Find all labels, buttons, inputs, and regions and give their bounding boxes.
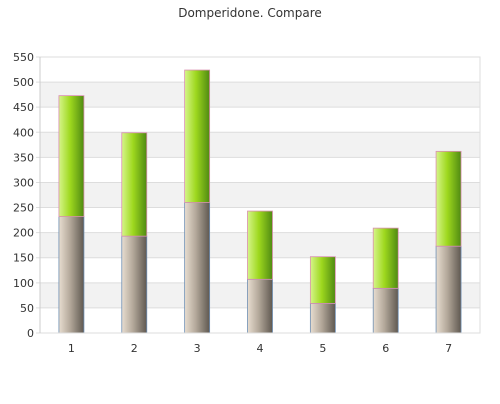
plot-band bbox=[40, 82, 480, 108]
y-axis-ticks: 0 50 100 150 200 250 300 350 400 450 500 550 bbox=[13, 51, 34, 340]
x-tick-label: 5 bbox=[319, 342, 326, 355]
bar-upper-segment bbox=[309, 256, 336, 304]
bar-lower-segment bbox=[372, 287, 399, 334]
bar-lower-segment bbox=[121, 235, 148, 334]
y-tick-label: 200 bbox=[13, 227, 34, 240]
y-tick-label: 300 bbox=[13, 176, 34, 189]
axes bbox=[39, 56, 481, 334]
plot-band bbox=[40, 182, 480, 208]
bar-lower-segment bbox=[58, 216, 85, 334]
bar-lower-segment bbox=[435, 245, 462, 334]
x-axis-ticks: 1 2 3 4 5 6 7 bbox=[68, 342, 452, 355]
x-tick-label: 6 bbox=[382, 342, 389, 355]
y-tick-label: 400 bbox=[13, 126, 34, 139]
x-tick-label: 2 bbox=[131, 342, 138, 355]
bar-upper-segment bbox=[372, 227, 399, 289]
y-tick-label: 50 bbox=[20, 302, 34, 315]
x-tick-label: 1 bbox=[68, 342, 75, 355]
y-tick-label: 250 bbox=[13, 202, 34, 215]
y-tick-label: 150 bbox=[13, 252, 34, 265]
y-tick-label: 100 bbox=[13, 277, 34, 290]
y-tick-label: 550 bbox=[13, 51, 34, 64]
bar-upper-segment bbox=[435, 150, 462, 247]
y-tick-label: 350 bbox=[13, 151, 34, 164]
bar-lower-segment bbox=[247, 278, 273, 334]
bar-lower-segment bbox=[184, 202, 211, 334]
y-tick-label: 450 bbox=[13, 101, 34, 114]
bar-lower-segment bbox=[309, 302, 336, 334]
bar-upper-segment bbox=[184, 69, 211, 203]
bars bbox=[58, 69, 462, 334]
y-tick-label: 0 bbox=[27, 327, 34, 340]
bar-upper-segment bbox=[247, 210, 273, 280]
y-tick-label: 500 bbox=[13, 76, 34, 89]
bar-upper-segment bbox=[121, 132, 148, 237]
plot-band bbox=[40, 132, 480, 158]
x-tick-label: 4 bbox=[257, 342, 264, 355]
bar-upper-segment bbox=[58, 95, 85, 217]
chart-title: Domperidone. Compare bbox=[178, 6, 322, 20]
x-tick-label: 3 bbox=[194, 342, 201, 355]
x-tick-label: 7 bbox=[445, 342, 452, 355]
